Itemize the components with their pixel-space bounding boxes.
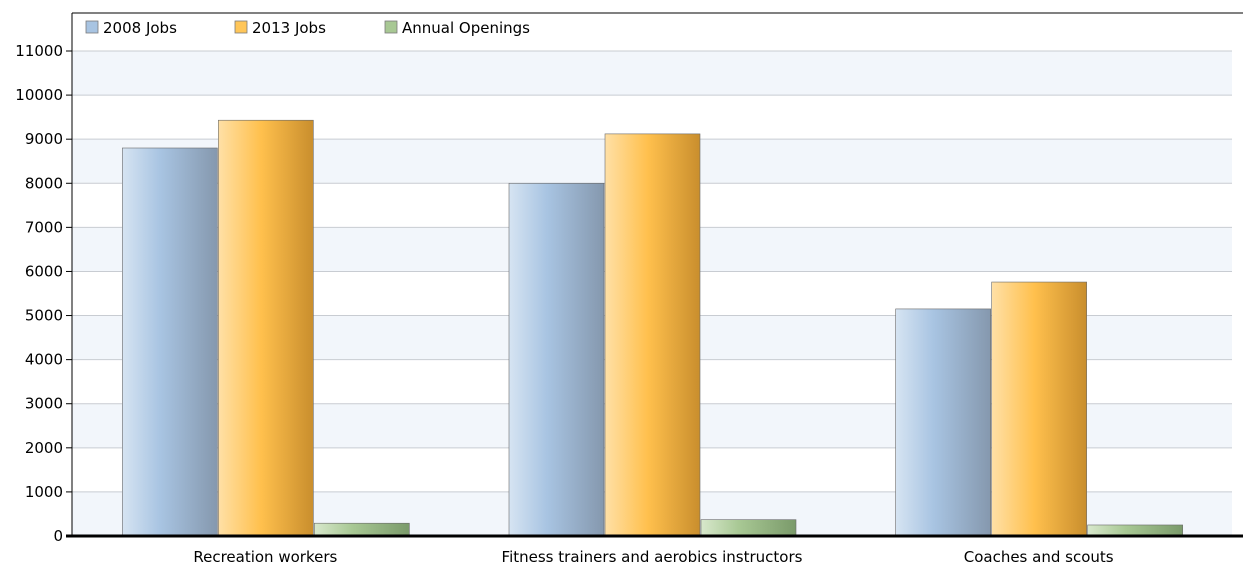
y-tick-label: 0 [53,527,63,545]
bar-annual-openings [700,519,797,537]
y-tick-labels: 0 1000 2000 3000 4000 5000 6000 7000 8000 9000 100… [15,42,63,545]
legend-label: Annual Openings [402,19,530,37]
category-label: Fitness trainers and aerobics instructor… [502,548,803,566]
y-tick-label: 3000 [25,395,63,413]
bar-2008-jobs [122,147,218,537]
axes [66,12,1243,538]
bar-2013-jobs [991,281,1087,537]
y-tick-label: 7000 [25,218,63,236]
category-label: Coaches and scouts [964,548,1114,566]
y-tick-label: 9000 [25,130,63,148]
category-label: Recreation workers [193,548,337,566]
legend-label: 2008 Jobs [103,19,177,37]
grid-band [72,51,1232,96]
bars [122,119,1183,537]
legend: 2008 Jobs 2013 Jobs Annual Openings [85,19,530,37]
y-tick-label: 4000 [25,351,63,369]
y-tick-label: 8000 [25,174,63,192]
bar-2008-jobs [508,182,605,537]
bar-annual-openings [314,522,410,537]
category-labels: Recreation workers Fitness trainers and a… [193,548,1113,566]
y-tick-label: 1000 [25,483,63,501]
bar-2013-jobs [218,119,314,537]
y-tick-label: 10000 [15,86,63,104]
y-tick-label: 2000 [25,439,63,457]
legend-swatch [85,20,99,34]
y-tick-label: 11000 [15,42,63,60]
bar-annual-openings [1087,524,1183,537]
legend-label: 2013 Jobs [252,19,326,37]
y-tick-label: 5000 [25,307,63,325]
legend-swatch [234,20,248,34]
bar-2013-jobs [604,133,701,537]
y-tick-label: 6000 [25,262,63,280]
legend-swatch [384,20,398,34]
bar-2008-jobs [895,308,991,537]
